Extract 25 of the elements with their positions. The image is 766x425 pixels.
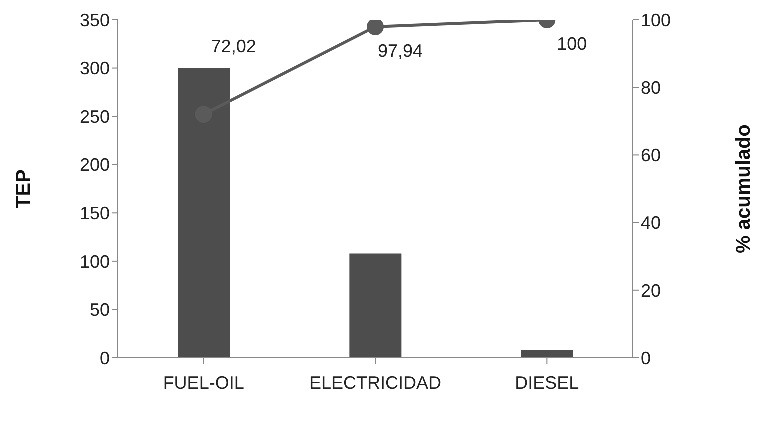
y-tick-label: 300 (80, 58, 110, 79)
y-tick-label: 250 (80, 106, 110, 127)
bar (350, 254, 402, 358)
y2-tick-label: 80 (641, 78, 662, 98)
y-tick-label: 200 (80, 155, 110, 176)
y2-tick-label: 100 (641, 10, 672, 30)
y-tick-label: 0 (100, 348, 110, 368)
y2-axis-title: % acumulado (733, 124, 756, 254)
y2-tick-label: 0 (641, 348, 652, 368)
x-tick-label: ELECTRICIDAD (309, 372, 442, 393)
x-tick-label: FUEL-OIL (163, 372, 244, 393)
y-tick-label: 350 (80, 10, 110, 30)
data-label: 97,94 (378, 40, 424, 61)
y-tick-label: 100 (80, 252, 110, 272)
data-label: 72,02 (211, 36, 256, 57)
y-tick-label: 150 (80, 204, 110, 224)
x-tick-label: DIESEL (515, 372, 580, 393)
y2-tick-label: 40 (641, 213, 662, 234)
data-label: 100 (557, 34, 588, 54)
y2-tick-label: 60 (641, 146, 662, 166)
bar (521, 350, 574, 358)
y2-tick-label: 20 (641, 280, 662, 301)
y-axis-title: TEP (13, 170, 36, 208)
y-tick-label: 50 (90, 300, 110, 320)
bar (178, 68, 230, 358)
